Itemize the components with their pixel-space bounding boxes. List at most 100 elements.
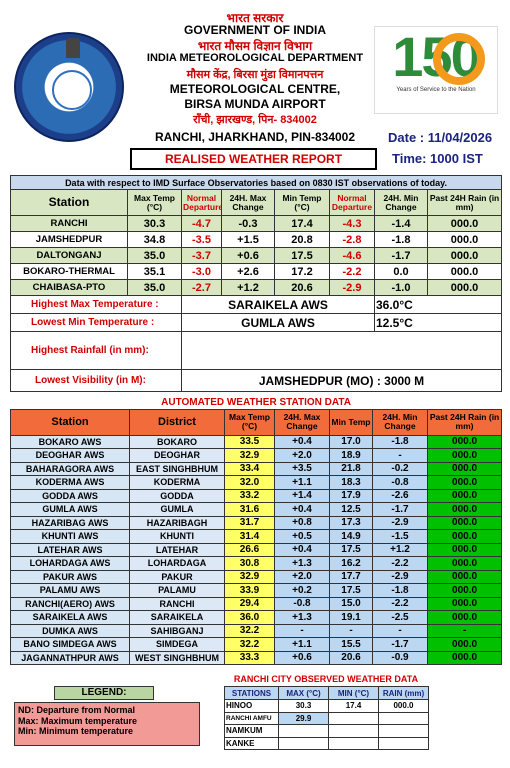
obs-cell: -2.8	[329, 231, 375, 248]
aws-station: GODDA AWS	[10, 488, 130, 503]
obs-cell: 34.8	[127, 231, 182, 248]
aws-cell: 30.8	[224, 556, 275, 571]
report-date: Date : 11/04/2026	[388, 130, 493, 145]
obs-cell: -1.7	[374, 247, 428, 264]
aws-station: DUMKA AWS	[10, 623, 130, 638]
city-cell	[328, 711, 379, 725]
aws-cell: 000.0	[426, 475, 503, 490]
city-header-cell: STATIONS	[224, 686, 279, 700]
city-header-cell: RAIN (mm)	[378, 686, 429, 700]
obs-cell: -1.8	[374, 231, 428, 248]
aws-cell: +0.4	[274, 434, 330, 449]
aws-cell: HAZARIBAGH	[129, 515, 225, 530]
obs-cell: 000.0	[426, 263, 503, 280]
aws-table: AUTOMATED WEATHER STATION DATA Station Di…	[10, 396, 503, 665]
aws-row: BAHARAGORA AWS EAST SINGHBHUM 33.4 +3.5 21.8…	[10, 461, 503, 476]
obs-cell: +2.6	[221, 263, 275, 280]
lowest-min-station: GUMLA AWS	[181, 313, 375, 332]
aws-row: PALAMU AWS PALAMU 33.9 +0.2 17.5 -1.8 000.0	[10, 583, 503, 598]
obs-cell: 20.6	[274, 279, 330, 296]
aws-cell: 000.0	[426, 556, 503, 571]
aws-cell: 000.0	[426, 529, 503, 544]
imd-title: INDIA METEOROLOGICAL DEPARTMENT	[146, 52, 364, 64]
aws-cell: WEST SINGHBHUM	[129, 650, 225, 665]
aws-cell: 000.0	[426, 596, 503, 611]
obs-row: CHAIBASA-PTO 35.0 -2.7 +1.2 20.6 -2.9 -1.0 000.…	[10, 279, 503, 296]
aws-header-cell: 24H. Max Change	[274, 408, 330, 436]
aws-station: BAHARAGORA AWS	[10, 461, 130, 476]
obs-cell: -4.6	[329, 247, 375, 264]
legend-nd: ND: Departure from Normal	[18, 705, 136, 715]
aws-cell: 32.9	[224, 448, 275, 463]
aws-row: KODERMA AWS KODERMA 32.0 +1.1 18.3 -0.8 000.0	[10, 475, 503, 490]
aws-cell: RANCHI	[129, 596, 225, 611]
lowest-min-label: Lowest Min Temperature :	[10, 313, 182, 332]
obs-header-cell: Max Temp (°C)	[127, 189, 182, 216]
city-station: RANCHI AMFU	[224, 711, 279, 725]
aws-header-cell: Past 24H Rain (in mm)	[426, 408, 503, 436]
obs-cell: 0.0	[374, 263, 428, 280]
aws-row: GUMLA AWS GUMLA 31.6 +0.4 12.5 -1.7 000.0	[10, 502, 503, 517]
aws-cell: -0.2	[372, 461, 428, 476]
aws-cell: +1.4	[274, 488, 330, 503]
obs-header-cell: 24H. Max Change	[221, 189, 275, 216]
aws-row: JAGANNATHPUR AWS WEST SINGHBHUM 33.3 +0.6 20…	[10, 650, 503, 665]
aws-cell: 000.0	[426, 448, 503, 463]
aws-cell: -2.2	[372, 556, 428, 571]
aws-cell: -0.8	[274, 596, 330, 611]
obs-cell: 17.4	[274, 215, 330, 232]
aws-cell: 31.4	[224, 529, 275, 544]
obs-header-cell: Station	[10, 189, 128, 216]
aws-cell: -	[329, 623, 373, 638]
city-cell: 29.9	[278, 711, 329, 725]
city-row: KANKE	[224, 736, 429, 750]
aws-cell: 33.3	[224, 650, 275, 665]
city-cell	[328, 724, 379, 738]
aws-cell: -	[372, 448, 428, 463]
obs-row: JAMSHEDPUR 34.8 -3.5 +1.5 20.8 -2.8 -1.8 000.0	[10, 231, 503, 248]
obs-cell: -4.3	[329, 215, 375, 232]
obs-header-cell: Past 24H Rain (in mm)	[426, 189, 503, 216]
aws-cell: SIMDEGA	[129, 637, 225, 652]
aws-cell: 33.5	[224, 434, 275, 449]
obs-cell: -1.0	[374, 279, 428, 296]
aws-cell: 17.5	[329, 583, 373, 598]
aws-cell: -1.7	[372, 637, 428, 652]
aws-cell: -2.9	[372, 569, 428, 584]
aws-cell: KODERMA	[129, 475, 225, 490]
obs-cell: +1.5	[221, 231, 275, 248]
aws-cell: 31.7	[224, 515, 275, 530]
highest-max-value: 36.0°C	[374, 295, 502, 314]
aws-cell: 000.0	[426, 583, 503, 598]
aws-cell: 32.2	[224, 623, 275, 638]
city-cell: 17.4	[328, 699, 379, 713]
obs-cell: 000.0	[426, 215, 503, 232]
obs-header-cell: Normal Departure	[329, 189, 375, 216]
aws-cell: 17.3	[329, 515, 373, 530]
obs-cell: -4.7	[181, 215, 222, 232]
obs-row: BOKARO-THERMAL 35.1 -3.0 +2.6 17.2 -2.2 0.0 000…	[10, 263, 503, 280]
aws-cell: 000.0	[426, 542, 503, 557]
aws-row: SARAIKELA AWS SARAIKELA 36.0 +1.3 19.1 -2.5 00…	[10, 610, 503, 625]
aws-cell: 000.0	[426, 650, 503, 665]
obs-cell: 000.0	[426, 247, 503, 264]
aws-cell: 31.6	[224, 502, 275, 517]
aws-cell: LOHARDAGA	[129, 556, 225, 571]
aws-row: LATEHAR AWS LATEHAR 26.6 +0.4 17.5 +1.2 000.0	[10, 542, 503, 557]
obs-station: BOKARO-THERMAL	[10, 263, 128, 280]
aws-cell: 26.6	[224, 542, 275, 557]
aws-cell: 000.0	[426, 488, 503, 503]
summary-table: Highest Max Temperature : SARAIKELA AWS 36…	[10, 295, 502, 392]
aws-cell: 20.6	[329, 650, 373, 665]
obs-cell: 000.0	[426, 279, 503, 296]
aws-cell: SARAIKELA	[129, 610, 225, 625]
aws-cell: -	[372, 623, 428, 638]
aws-cell: 000.0	[426, 434, 503, 449]
obs-cell: 000.0	[426, 231, 503, 248]
aws-cell: 33.4	[224, 461, 275, 476]
aws-station: SARAIKELA AWS	[10, 610, 130, 625]
obs-header-cell: Min Temp (°C)	[274, 189, 330, 216]
obs-cell: 17.5	[274, 247, 330, 264]
aws-cell: 33.9	[224, 583, 275, 598]
aws-cell: 000.0	[426, 569, 503, 584]
